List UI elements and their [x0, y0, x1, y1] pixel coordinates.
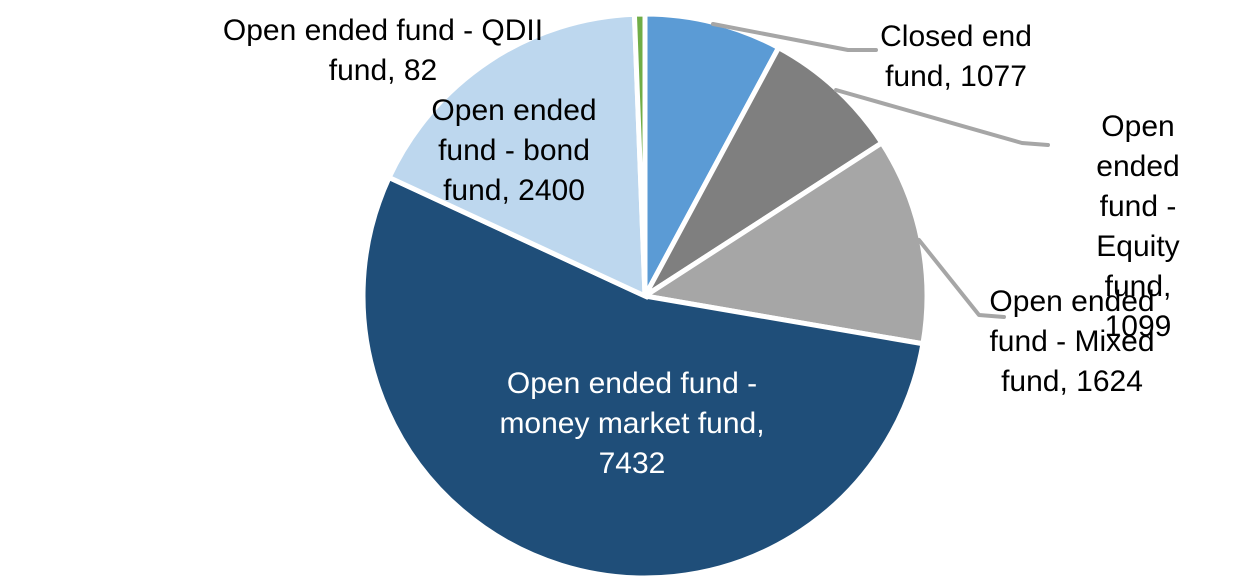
pie-slice-bond-fund[interactable]: [385, 11, 648, 300]
leader-line-closed-end-fund: [711, 22, 878, 52]
data-label-closed-end-fund: Closed end fund, 1077: [880, 20, 1032, 93]
data-label-money-market-fund: Open ended fund - money market fund, 743…: [499, 367, 765, 480]
data-label-qdii-fund: Open ended fund - QDII fund, 82: [222, 14, 544, 87]
pie-slice-qdii-fund[interactable]: [631, 11, 648, 297]
pie-slices: [360, 11, 930, 581]
data-label-equity-fund: Open ended fund - Equity fund, 1099: [1096, 110, 1180, 343]
leader-line-equity-fund: [834, 88, 1050, 147]
data-label-mixed-fund: Open ended fund - Mixed fund, 1624: [989, 285, 1155, 398]
pie-slice-money-market-fund[interactable]: [360, 174, 926, 581]
pie-slice-mixed-fund[interactable]: [638, 139, 930, 347]
leader-line-mixed-fund: [917, 238, 1006, 319]
data-label-bond-fund: Open ended fund - bond fund, 2400: [431, 94, 597, 207]
